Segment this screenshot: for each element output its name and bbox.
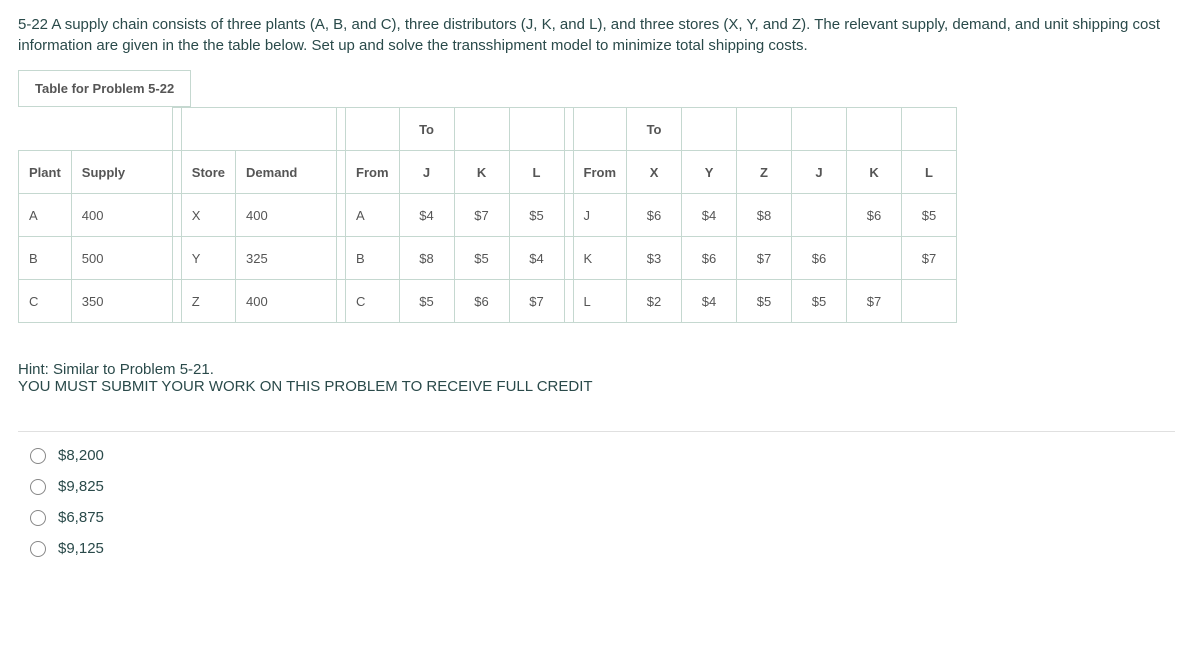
hdr-x: X (627, 151, 682, 194)
cell: L (573, 280, 627, 323)
cell: $5 (737, 280, 792, 323)
hint-line2: YOU MUST SUBMIT YOUR WORK ON THIS PROBLE… (18, 378, 1175, 395)
cell: $4 (399, 194, 454, 237)
option-2[interactable]: $6,875 (18, 502, 1175, 533)
option-0[interactable]: $8,200 (18, 440, 1175, 471)
hdr-k2: K (847, 151, 902, 194)
hdr-from-1: From (346, 151, 400, 194)
hdr-plant: Plant (19, 151, 72, 194)
cell: $8 (737, 194, 792, 237)
cell: A (19, 194, 72, 237)
to-header-2: To (627, 108, 682, 151)
cell: $6 (792, 237, 847, 280)
cell: $7 (454, 194, 509, 237)
cell: $4 (682, 280, 737, 323)
cell: Z (181, 280, 235, 323)
hdr-supply: Supply (71, 151, 172, 194)
hdr-demand: Demand (236, 151, 337, 194)
hdr-j2: J (792, 151, 847, 194)
cell: Y (181, 237, 235, 280)
radio-icon (30, 448, 46, 464)
hint-block: Hint: Similar to Problem 5-21. YOU MUST … (18, 361, 1175, 395)
option-1[interactable]: $9,825 (18, 471, 1175, 502)
option-label: $8,200 (58, 447, 104, 464)
divider (18, 431, 1175, 432)
hdr-l: L (509, 151, 564, 194)
cell: 350 (71, 280, 172, 323)
hdr-store: Store (181, 151, 235, 194)
cell: $6 (627, 194, 682, 237)
cell (902, 280, 957, 323)
cell: $6 (682, 237, 737, 280)
cell: $8 (399, 237, 454, 280)
cell: B (346, 237, 400, 280)
to-header-1: To (399, 108, 454, 151)
cell: 400 (236, 194, 337, 237)
cell: $5 (509, 194, 564, 237)
cell: C (19, 280, 72, 323)
hdr-from-2: From (573, 151, 627, 194)
cell: $5 (454, 237, 509, 280)
option-label: $9,125 (58, 540, 104, 557)
radio-icon (30, 479, 46, 495)
cell: $6 (454, 280, 509, 323)
hdr-k: K (454, 151, 509, 194)
question-text: 5-22 A supply chain consists of three pl… (18, 14, 1175, 56)
cell: K (573, 237, 627, 280)
cell: C (346, 280, 400, 323)
radio-icon (30, 541, 46, 557)
cell: 325 (236, 237, 337, 280)
cell: 400 (236, 280, 337, 323)
answer-options: $8,200 $9,825 $6,875 $9,125 (18, 440, 1175, 564)
cell: J (573, 194, 627, 237)
cell: B (19, 237, 72, 280)
hdr-l2: L (902, 151, 957, 194)
table-title-box: Table for Problem 5-22 (18, 70, 191, 107)
cell: 500 (71, 237, 172, 280)
cell: $7 (847, 280, 902, 323)
table-title: Table for Problem 5-22 (19, 71, 190, 106)
cell: $7 (902, 237, 957, 280)
cell: $6 (847, 194, 902, 237)
option-3[interactable]: $9,125 (18, 533, 1175, 564)
cell: $5 (399, 280, 454, 323)
radio-icon (30, 510, 46, 526)
hdr-j: J (399, 151, 454, 194)
hdr-y: Y (682, 151, 737, 194)
hdr-z: Z (737, 151, 792, 194)
cell: $3 (627, 237, 682, 280)
option-label: $9,825 (58, 478, 104, 495)
cell: $7 (737, 237, 792, 280)
cell (792, 194, 847, 237)
cell: $2 (627, 280, 682, 323)
cell: $5 (792, 280, 847, 323)
cell: $5 (902, 194, 957, 237)
hint-line1: Hint: Similar to Problem 5-21. (18, 361, 1175, 378)
cell: X (181, 194, 235, 237)
problem-table: To To Plant Supply Store Demand From J K… (18, 107, 1087, 323)
cell (847, 237, 902, 280)
cell: $4 (682, 194, 737, 237)
cell: $4 (509, 237, 564, 280)
option-label: $6,875 (58, 509, 104, 526)
cell: 400 (71, 194, 172, 237)
cell: A (346, 194, 400, 237)
cell: $7 (509, 280, 564, 323)
